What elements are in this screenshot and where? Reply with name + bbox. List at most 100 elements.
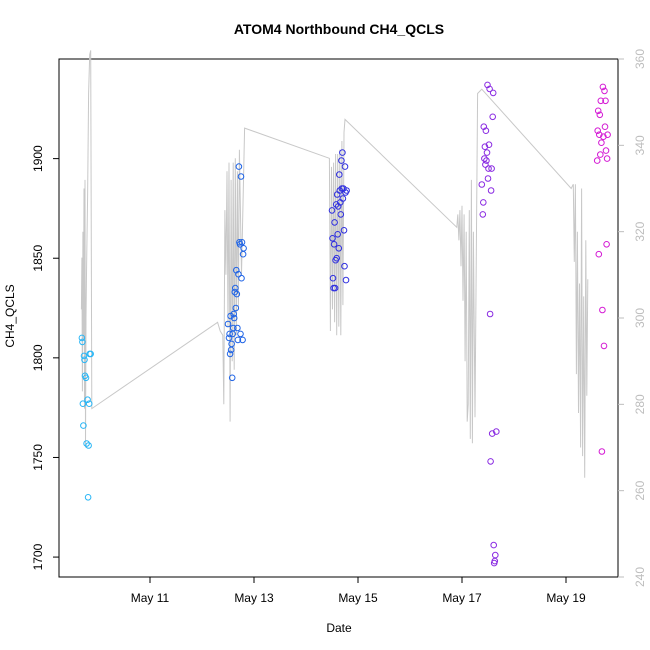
data-point-s4-2: [594, 107, 602, 115]
data-point-s0-12: [85, 400, 93, 408]
data-point-s2-2: [329, 274, 337, 282]
data-point-s0-4: [80, 352, 88, 360]
data-point-s2-23: [340, 227, 348, 234]
data-point-s1-9: [229, 324, 237, 332]
y2-tick-label: 260: [633, 480, 647, 500]
data-point-s4-9: [598, 448, 606, 455]
data-point-s4-19: [603, 155, 611, 162]
data-point-s0-10: [84, 494, 92, 501]
y-tick-label: 1700: [31, 543, 45, 570]
data-point-s2-0: [328, 207, 336, 214]
y2-tick-label: 240: [633, 567, 647, 587]
data-point-s3-22: [490, 541, 498, 549]
y2-tick-label: 340: [633, 135, 647, 155]
data-point-s1-19: [235, 270, 242, 278]
data-point-s3-25: [492, 551, 499, 559]
data-point-s0-7: [82, 374, 90, 382]
data-point-s2-21: [339, 195, 347, 202]
data-point-s3-7: [482, 127, 490, 134]
y2-tick-label: 320: [633, 221, 647, 241]
data-point-s2-4: [330, 241, 338, 248]
data-point-s3-1: [479, 211, 487, 218]
data-point-s2-9: [333, 254, 341, 262]
data-point-s1-3: [226, 350, 234, 358]
data-point-s1-0: [224, 320, 232, 328]
data-point-s1-29: [240, 245, 247, 252]
data-point-s1-10: [230, 310, 237, 318]
data-point-s0-11: [85, 442, 92, 449]
data-point-s4-8: [598, 139, 605, 146]
data-point-s0-14: [87, 350, 94, 358]
data-point-s1-22: [236, 241, 244, 248]
data-point-s3-13: [485, 141, 493, 148]
data-point-s2-17: [337, 211, 345, 218]
data-point-s1-26: [238, 239, 246, 246]
data-point-s2-24: [341, 262, 348, 270]
data-point-s2-28: [343, 187, 350, 194]
data-point-s4-6: [597, 151, 604, 158]
data-point-s4-7: [597, 97, 605, 105]
data-point-s2-6: [331, 284, 339, 292]
data-point-s3-8: [483, 157, 490, 164]
y-axis-label: CH4_QCLS: [3, 284, 17, 347]
data-point-s1-11: [230, 314, 238, 322]
data-point-s0-2: [79, 400, 87, 408]
y-tick-label: 1900: [31, 145, 45, 172]
data-point-s4-17: [602, 147, 610, 154]
data-point-s0-8: [83, 440, 90, 447]
data-point-s1-5: [227, 346, 235, 354]
data-point-s4-15: [601, 123, 609, 130]
y2-tick-label: 300: [633, 308, 647, 328]
data-point-s2-8: [332, 201, 340, 208]
data-point-s4-20: [604, 131, 611, 138]
data-point-s2-11: [334, 231, 342, 238]
data-point-s4-11: [599, 83, 607, 91]
data-point-s1-17: [234, 324, 241, 332]
chart-title: ATOM4 Northbound CH4_QCLS: [234, 21, 444, 37]
data-point-s3-20: [489, 113, 497, 121]
series-line-right-axis: [80, 50, 589, 478]
data-point-s1-20: [235, 163, 243, 170]
data-point-s1-25: [238, 274, 245, 282]
data-point-s0-9: [84, 396, 91, 404]
data-point-s2-13: [335, 245, 343, 252]
data-point-s4-1: [594, 127, 602, 134]
data-point-s4-16: [602, 97, 609, 105]
data-point-s0-0: [78, 334, 86, 342]
data-point-s4-3: [595, 250, 603, 258]
data-point-s4-4: [596, 131, 603, 138]
x-axis-label: Date: [326, 621, 352, 635]
data-point-s4-5: [596, 111, 604, 119]
x-tick-label: May 13: [234, 591, 274, 605]
data-point-s3-18: [488, 165, 495, 172]
data-point-s1-2: [226, 330, 233, 338]
x-tick-label: May 17: [442, 591, 482, 605]
data-point-s4-18: [603, 241, 610, 248]
data-point-s3-15: [486, 310, 494, 318]
data-point-s1-7: [228, 374, 236, 382]
data-point-s4-10: [599, 306, 606, 314]
y-tick-label: 1750: [31, 444, 45, 471]
data-point-s1-27: [239, 336, 246, 344]
y-tick-label: 1850: [31, 245, 45, 272]
data-point-s3-11: [484, 175, 492, 182]
y2-tick-label: 280: [633, 394, 647, 414]
data-point-s1-24: [237, 173, 245, 180]
data-point-s2-18: [338, 157, 345, 164]
data-point-s3-19: [488, 430, 496, 437]
data-point-s2-14: [336, 171, 343, 178]
data-point-s2-20: [339, 149, 346, 156]
data-point-s1-23: [237, 330, 244, 338]
data-point-s3-0: [478, 181, 486, 188]
data-point-s0-3: [80, 422, 87, 429]
x-tick-label: May 15: [338, 591, 378, 605]
data-point-s1-14: [232, 304, 240, 312]
data-point-s3-26: [493, 428, 500, 435]
data-point-s1-12: [231, 288, 239, 296]
y-tick-label: 1800: [31, 344, 45, 371]
y2-tick-label: 360: [633, 49, 647, 69]
data-point-s3-16: [487, 458, 494, 465]
data-point-s2-25: [341, 163, 349, 170]
data-point-s0-5: [81, 356, 88, 364]
